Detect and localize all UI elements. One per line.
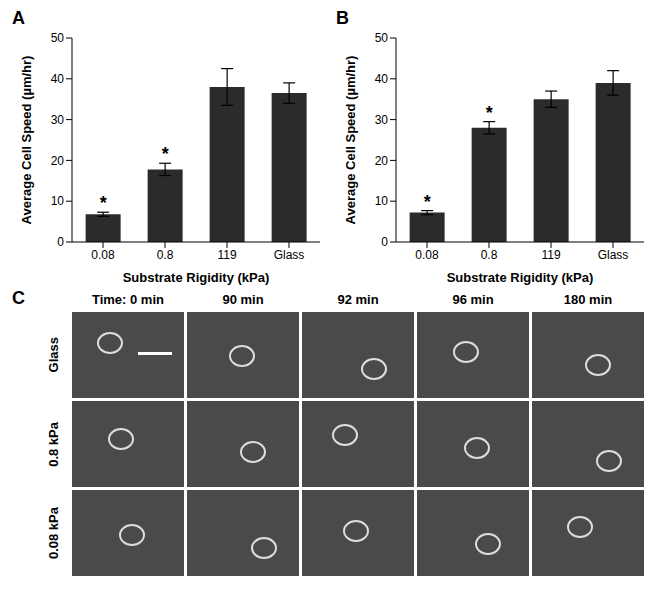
svg-text:0: 0 bbox=[381, 235, 388, 249]
svg-text:10: 10 bbox=[51, 194, 65, 208]
html-text:180 min: 180 min bbox=[563, 292, 613, 307]
svg-text:30: 30 bbox=[375, 113, 389, 127]
svg-text:0.08: 0.08 bbox=[415, 248, 439, 262]
svg-text:40: 40 bbox=[51, 72, 65, 86]
html-text:96 min: 96 min bbox=[452, 292, 494, 307]
html-text:0.08 kPa: 0.08 kPa bbox=[46, 507, 61, 559]
html-text:0.8 kPa: 0.8 kPa bbox=[46, 421, 61, 467]
svg-text:Average Cell Speed (µm/hr): Average Cell Speed (µm/hr) bbox=[343, 56, 358, 225]
svg-text:Average Cell Speed (µm/hr): Average Cell Speed (µm/hr) bbox=[19, 56, 34, 225]
svg-text:Substrate Rigidity (kPa): Substrate Rigidity (kPa) bbox=[447, 270, 594, 285]
html-text:92 min: 92 min bbox=[337, 292, 379, 307]
svg-text:0: 0 bbox=[57, 235, 64, 249]
html-text:C: C bbox=[12, 288, 25, 308]
svg-text:0.08: 0.08 bbox=[91, 248, 115, 262]
svg-text:50: 50 bbox=[51, 31, 65, 45]
svg-text:Glass: Glass bbox=[598, 248, 629, 262]
svg-text:0.8: 0.8 bbox=[157, 248, 174, 262]
svg-text:10: 10 bbox=[375, 194, 389, 208]
svg-text:50: 50 bbox=[375, 31, 389, 45]
svg-text:20: 20 bbox=[375, 154, 389, 168]
html-text:Glass: Glass bbox=[46, 337, 61, 373]
html-text:Time: 0 min: Time: 0 min bbox=[92, 292, 164, 307]
svg-text:0.8: 0.8 bbox=[481, 248, 498, 262]
svg-text:*: * bbox=[100, 193, 107, 213]
html-text:A: A bbox=[12, 8, 25, 28]
svg-text:*: * bbox=[486, 103, 493, 123]
svg-text:Glass: Glass bbox=[274, 248, 305, 262]
html-text:90 min: 90 min bbox=[222, 292, 264, 307]
svg-text:Substrate Rigidity (kPa): Substrate Rigidity (kPa) bbox=[123, 270, 270, 285]
svg-text:119: 119 bbox=[541, 248, 560, 262]
svg-text:*: * bbox=[424, 192, 431, 212]
svg-text:40: 40 bbox=[375, 72, 389, 86]
html-text:B: B bbox=[336, 8, 349, 28]
svg-text:*: * bbox=[162, 144, 169, 164]
svg-text:20: 20 bbox=[51, 154, 65, 168]
svg-text:30: 30 bbox=[51, 113, 65, 127]
svg-text:119: 119 bbox=[217, 248, 236, 262]
